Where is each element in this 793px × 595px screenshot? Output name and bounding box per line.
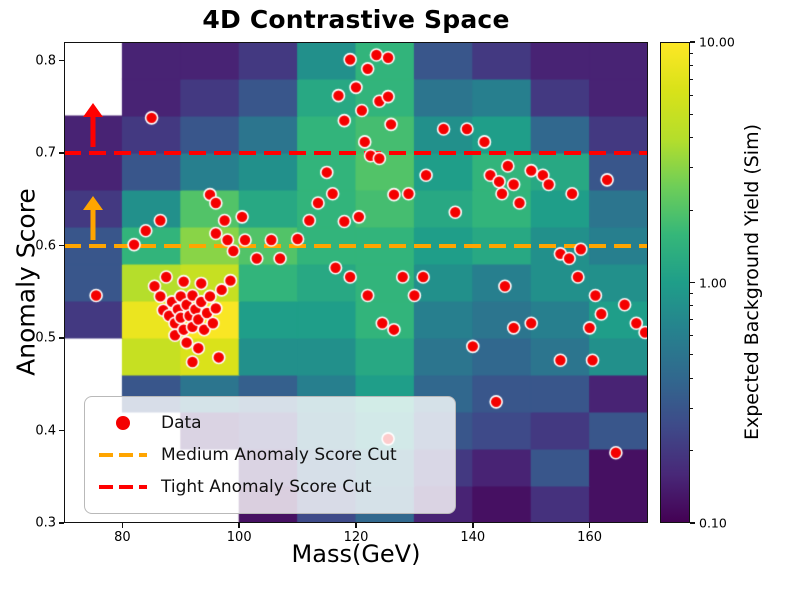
x-tick-mark [355, 523, 357, 528]
x-tick-mark [121, 523, 124, 528]
chart-title: 4D Contrastive Space [202, 5, 510, 34]
medium-dashed-line-icon [99, 453, 147, 457]
y-axis-label: Anomaly Score [11, 188, 41, 376]
colorbar-minor-tick-mark [690, 137, 693, 139]
colorbar-minor-tick-mark [690, 94, 693, 96]
colorbar-minor-tick-mark [690, 113, 693, 115]
colorbar-minor-tick-mark [690, 354, 693, 356]
legend-label-data: Data [161, 413, 202, 433]
y-tick-label: 0.8 [35, 53, 56, 68]
colorbar-minor-tick-mark [690, 305, 693, 307]
colorbar-tick-mark [690, 522, 695, 524]
y-tick-mark [59, 59, 64, 62]
x-tick-label: 140 [460, 530, 486, 545]
y-tick-mark [59, 152, 64, 154]
colorbar-minor-tick-mark [690, 335, 693, 337]
y-tick-label: 0.3 [35, 515, 56, 531]
legend-label-tight-cut: Tight Anomaly Score Cut [161, 477, 372, 497]
colorbar-tick-mark [690, 281, 695, 284]
colorbar-minor-tick-mark [690, 319, 693, 321]
colorbar-tick-mark [690, 41, 695, 43]
colorbar-minor-tick-mark [690, 64, 693, 66]
legend-item-data: Data [99, 407, 441, 439]
y-tick-mark [59, 337, 64, 339]
colorbar-minor-tick-mark [690, 293, 693, 294]
legend-item-tight-cut: Tight Anomaly Score Cut [99, 471, 441, 503]
x-tick-label: 100 [226, 530, 252, 545]
x-tick-label: 160 [577, 530, 603, 545]
colorbar-tick-label: 1.00 [699, 275, 727, 290]
colorbar-minor-tick-mark [690, 167, 693, 169]
y-tick-label: 0.7 [35, 145, 56, 161]
colorbar-minor-tick-mark [690, 52, 693, 54]
y-tick-mark [59, 522, 64, 524]
plot-area: Data Medium Anomaly Score Cut Tight Anom… [64, 42, 648, 523]
x-axis-label: Mass(GeV) [291, 540, 421, 568]
data-dot-icon [99, 415, 147, 431]
colorbar-minor-tick-mark [690, 450, 693, 452]
x-tick-mark [238, 523, 240, 528]
x-tick-label: 120 [343, 530, 369, 545]
y-tick-label: 0.4 [35, 423, 56, 438]
colorbar-minor-tick-mark [690, 78, 693, 80]
y-tick-mark [59, 244, 64, 247]
colorbar [660, 42, 690, 523]
colorbar-tick-label: 0.10 [699, 515, 727, 531]
tight-dashed-line-icon [99, 485, 147, 489]
y-tick-mark [59, 429, 64, 432]
legend: Data Medium Anomaly Score Cut Tight Anom… [84, 396, 456, 514]
x-tick-label: 80 [114, 530, 131, 545]
legend-item-medium-cut: Medium Anomaly Score Cut [99, 439, 441, 471]
colorbar-tick-label: 10.00 [699, 34, 735, 50]
colorbar-label: Expected Background Yield (Sim) [741, 123, 763, 441]
legend-label-medium-cut: Medium Anomaly Score Cut [161, 445, 397, 465]
y-tick-label: 0.6 [35, 238, 56, 253]
x-tick-mark [472, 523, 474, 528]
colorbar-minor-tick-mark [690, 377, 693, 379]
colorbar-minor-tick-mark [690, 407, 693, 409]
x-tick-mark [588, 523, 591, 528]
colorbar-minor-tick-mark [690, 209, 693, 211]
y-tick-label: 0.5 [35, 330, 56, 346]
